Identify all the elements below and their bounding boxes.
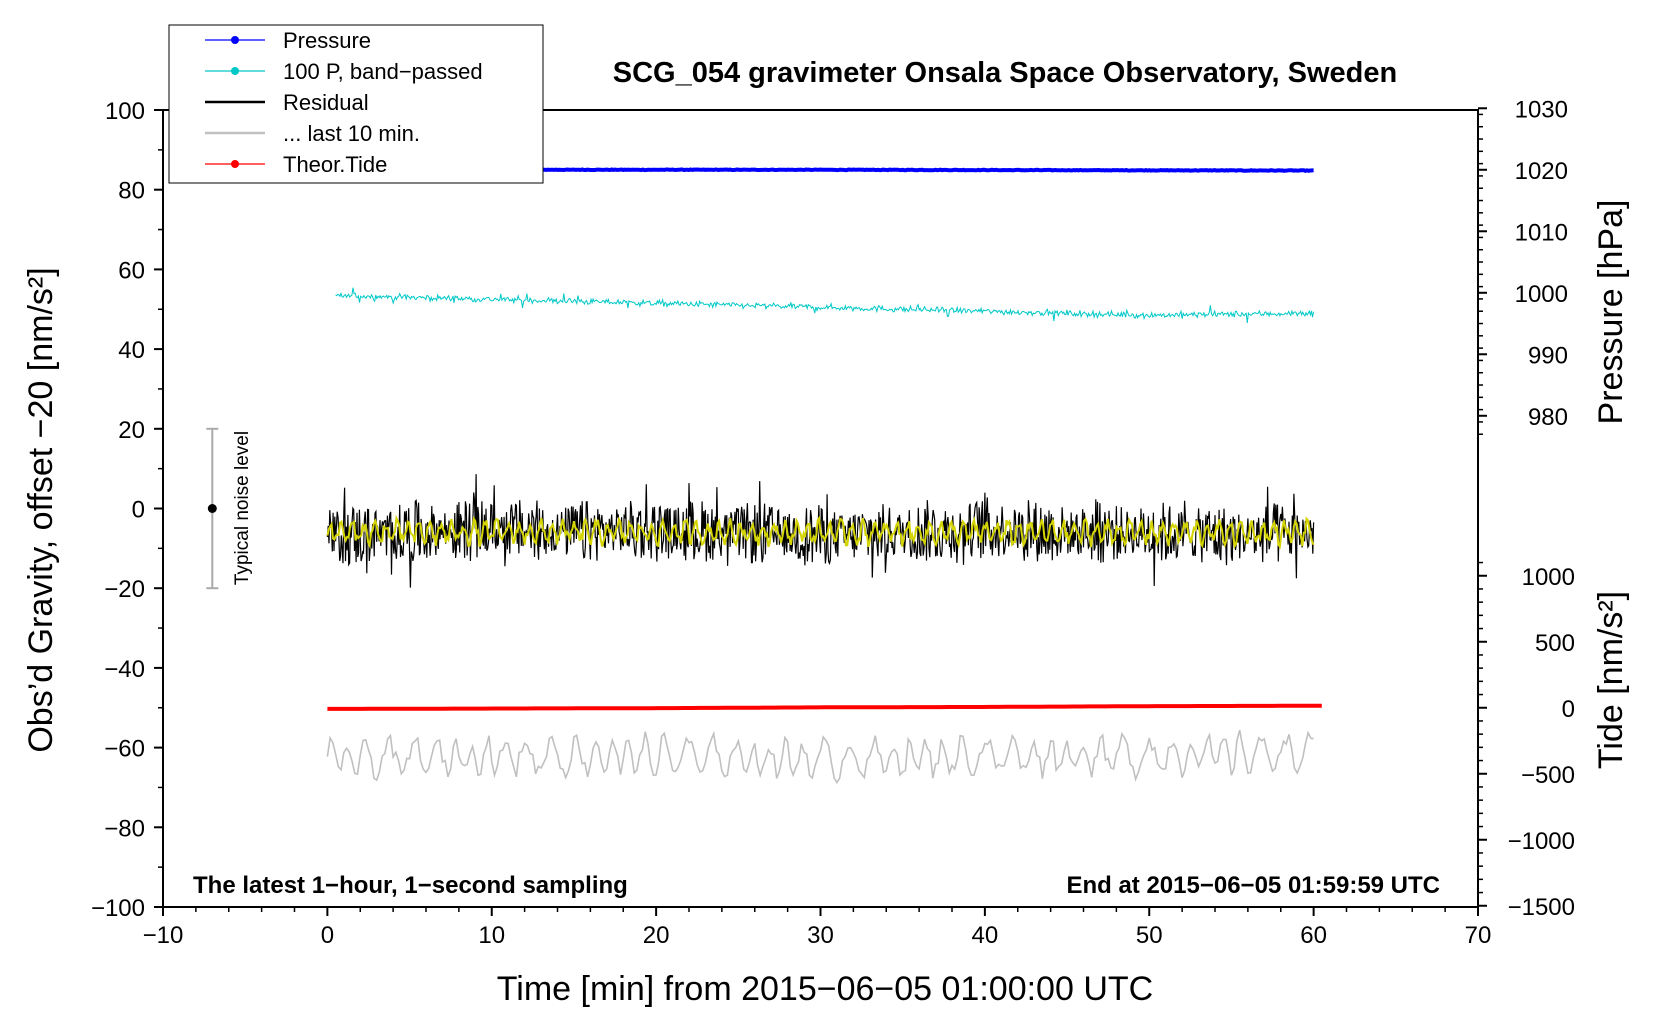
legend-label: Pressure	[283, 28, 371, 53]
x-tick-label: 30	[807, 922, 834, 949]
series-theor-tide	[327, 703, 1322, 711]
x-tick-label: −10	[143, 922, 184, 949]
x-tick-label: 40	[972, 922, 999, 949]
tide-tick-label: 500	[1535, 630, 1575, 657]
y-tick-label: −80	[104, 815, 145, 842]
y-tick-label: 100	[105, 98, 145, 125]
chart-title: SCG_054 gravimeter Onsala Space Observat…	[613, 57, 1397, 89]
legend-label: 100 P, band−passed	[283, 59, 483, 84]
annotation-end-time: End at 2015−06−05 01:59:59 UTC	[1066, 872, 1440, 899]
tide-tick-label: 1000	[1522, 564, 1575, 591]
legend-box	[168, 24, 544, 184]
tide-tick-label: 0	[1562, 696, 1575, 723]
x-tick-label: 60	[1300, 922, 1327, 949]
noise-center-dot	[207, 504, 217, 513]
legend-label: Residual	[283, 90, 369, 115]
x-tick-label: 20	[643, 922, 670, 949]
y-axis-label: Obs’d Gravity, offset −20 [nm/s²]	[22, 267, 60, 752]
annotation-sampling: The latest 1−hour, 1−second sampling	[193, 872, 628, 899]
legend-label: Theor.Tide	[283, 152, 387, 177]
legend-marker	[231, 67, 239, 75]
y-tick-label: 40	[118, 337, 145, 364]
pressure-tick-label: 990	[1528, 342, 1568, 369]
y-tick-label: −20	[104, 576, 145, 603]
legend: Pressure 100 P, band−passed Residual ... la…	[168, 24, 544, 184]
y-tick-label: 0	[132, 497, 145, 524]
pressure-tick-label: 1010	[1515, 219, 1568, 246]
y-tick-label: 20	[118, 417, 145, 444]
x-tick-label: 10	[478, 922, 505, 949]
pressure-tick-label: 1030	[1515, 96, 1568, 123]
x-tick-label: 70	[1465, 922, 1492, 949]
noise-level-marker	[206, 427, 219, 590]
series-residual-smoothed	[326, 514, 1315, 550]
legend-label: ... last 10 min.	[283, 121, 420, 146]
pressure-tick-label: 980	[1528, 404, 1568, 431]
x-axis-label: Time [min] from 2015−06−05 01:00:00 UTC	[497, 970, 1153, 1008]
tide-tick-label: −1500	[1508, 894, 1575, 921]
tide-tick-label: −500	[1521, 762, 1575, 789]
tide-tick-label: −1000	[1508, 828, 1575, 855]
y-tick-label: −40	[104, 656, 145, 683]
y-tick-label: −60	[104, 736, 145, 763]
tide-axis-label: Tide [nm/s²]	[1592, 591, 1630, 769]
legend-marker	[231, 160, 239, 168]
pressure-axis-label: Pressure [hPa]	[1592, 200, 1630, 425]
noise-level-label: Typical noise level	[232, 431, 253, 585]
x-tick-label: 0	[321, 922, 334, 949]
legend-marker	[231, 36, 239, 44]
series-band-passed	[335, 287, 1315, 323]
pressure-tick-label: 1020	[1515, 158, 1568, 185]
y-tick-label: 80	[118, 178, 145, 205]
ticks-layer: −10 0 10 20 30 40 50 60 70−100−80−60−40−20020406…	[91, 96, 1575, 949]
series-last-10-min	[326, 729, 1314, 785]
y-tick-label: −100	[91, 895, 145, 922]
series-residual	[326, 474, 1315, 588]
y-tick-label: 60	[118, 257, 145, 284]
x-tick-label: 50	[1136, 922, 1163, 949]
pressure-tick-label: 1000	[1515, 281, 1568, 308]
